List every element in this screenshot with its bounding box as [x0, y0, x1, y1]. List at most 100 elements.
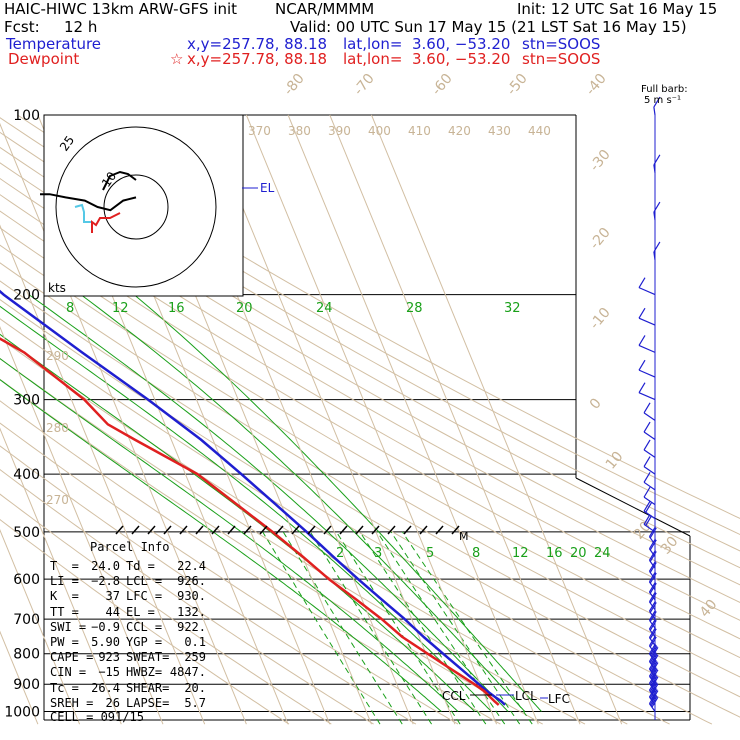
isotherm--40 — [0, 122, 247, 725]
pressure-label: 400 — [13, 467, 40, 483]
parcel-info-cell: PW = — [50, 635, 79, 649]
legend-dewpoint-xy: x,y=257.78, 88.18 — [187, 50, 328, 68]
isotherm-label: -40 — [583, 71, 610, 99]
wind-barb-flag — [648, 549, 656, 561]
level-hatch — [371, 525, 380, 535]
wind-barb-flag — [645, 515, 653, 526]
theta-label-left: 280 — [46, 421, 69, 435]
level-hatch — [339, 525, 348, 535]
parcel-info-cell: LFC = — [126, 589, 163, 604]
parcel-info-title: Parcel Info — [90, 540, 170, 554]
wind-barb — [638, 287, 656, 296]
wind-barb — [648, 570, 656, 580]
valid-time: Valid: 00 UTC Sun 17 May 15 (21 LST Sat … — [290, 18, 687, 36]
parcel-info-cell: 22.4 — [177, 559, 206, 573]
pressure-label: 1000 — [4, 705, 40, 721]
parcel-info-cell: 5.90 — [91, 635, 120, 649]
series-line-temperature — [0, 289, 506, 706]
mixing-ratio-8 — [335, 531, 461, 725]
isotherm-label: -80 — [281, 71, 308, 99]
level-hatch — [355, 525, 364, 535]
wind-barb — [648, 628, 656, 638]
dry-adiabat-370 — [0, 244, 740, 678]
parcel-info-cell: 26 — [105, 695, 120, 710]
legend-temperature: Temperature — [6, 35, 102, 53]
wind-barb — [643, 431, 656, 441]
isotherm-label: -10 — [587, 305, 614, 333]
parcel-info-cell: T = — [50, 559, 79, 573]
parcel-info-cell: SWI = — [50, 619, 87, 634]
level-hatch — [323, 525, 332, 535]
wind-barb-flag — [648, 526, 656, 538]
parcel-info-cell: YGP = — [126, 635, 163, 649]
theta-label-top: 390 — [328, 124, 351, 138]
mixing-ratio-label-top: 12 — [112, 301, 129, 316]
dry-adiabat-390 — [0, 210, 740, 640]
parcel-info-cell: 37 — [105, 589, 120, 604]
parcel-info-cell: CAPE = — [50, 650, 94, 665]
wind-barb — [648, 683, 656, 692]
wind-barb — [648, 703, 656, 712]
mixing-ratio-20 — [390, 531, 521, 725]
wind-barb — [643, 481, 656, 491]
parcel-info-cell: TT = — [50, 604, 79, 619]
level-hatch — [403, 525, 412, 535]
m-label: M — [459, 530, 469, 543]
wind-barb — [643, 496, 656, 506]
dry-adiabat-340 — [0, 299, 713, 725]
wind-barb-flag — [650, 689, 658, 700]
theta-label-top: 400 — [368, 124, 391, 138]
series-line-dewpoint — [0, 337, 500, 706]
mixing-ratio-label-bottom: 12 — [512, 546, 529, 561]
level-hatch — [163, 525, 172, 535]
init-time: Init: 12 UTC Sat 16 May 15 — [517, 0, 718, 18]
parcel-info-cell: 930. — [177, 589, 206, 604]
pressure-label: 600 — [13, 572, 40, 588]
parcel-info-cell: EL = — [126, 604, 155, 619]
isotherm--50 — [0, 224, 206, 725]
isotherm--60 — [0, 325, 164, 725]
el-label: EL — [260, 181, 275, 195]
isotherm-label: -70 — [351, 71, 378, 99]
parcel-info-cell: CCL = — [126, 619, 163, 634]
moist-adiabat-8 — [0, 379, 442, 712]
pressure-label: 200 — [13, 288, 40, 304]
barb-key-line1: Full barb: — [641, 84, 688, 95]
wind-barb-flag — [648, 571, 656, 583]
wind-barb-flag — [643, 472, 651, 483]
lcl-label: LCL — [515, 689, 537, 703]
mixing-ratio-label-top: 20 — [236, 301, 253, 316]
isotherm-label: -30 — [587, 147, 614, 175]
level-hatch — [115, 525, 124, 535]
wind-barb — [643, 412, 656, 421]
legend-temperature-xy: x,y=257.78, 88.18 — [187, 35, 328, 53]
dry-adiabat-290 — [0, 400, 501, 725]
cell-value: CELL = 091/15 — [50, 710, 144, 724]
level-hatch — [387, 525, 396, 535]
wind-barb — [638, 317, 656, 326]
legend-temperature-stn: stn=SOOS — [522, 35, 601, 53]
parcel-info-cell: 24.0 — [91, 559, 120, 573]
theta-label-top: 380 — [288, 124, 311, 138]
mixing-ratio-label-bottom: 24 — [594, 546, 611, 561]
mixing-ratio-16 — [376, 531, 506, 725]
wind-barb — [648, 696, 656, 706]
isotherm-50 — [371, 114, 623, 725]
fcst-value: 12 h — [64, 18, 98, 36]
level-hatch — [451, 525, 460, 535]
wind-barb-flag — [638, 335, 646, 346]
level-hatch — [131, 525, 140, 535]
mixing-ratio-5 — [309, 531, 433, 725]
parcel-info-cell: 132. — [177, 604, 206, 619]
pressure-label: 900 — [13, 677, 40, 693]
parcel-info-cell: K = — [50, 589, 79, 604]
wind-barb-flag — [650, 675, 658, 687]
wind-barb — [648, 610, 656, 620]
wind-barb — [638, 344, 656, 353]
isotherm-20 — [245, 114, 498, 725]
hodograph-ring-inner — [103, 174, 169, 240]
isotherm-30 — [287, 114, 539, 725]
wind-barb — [638, 392, 656, 401]
dry-adiabat-460 — [17, 114, 740, 520]
